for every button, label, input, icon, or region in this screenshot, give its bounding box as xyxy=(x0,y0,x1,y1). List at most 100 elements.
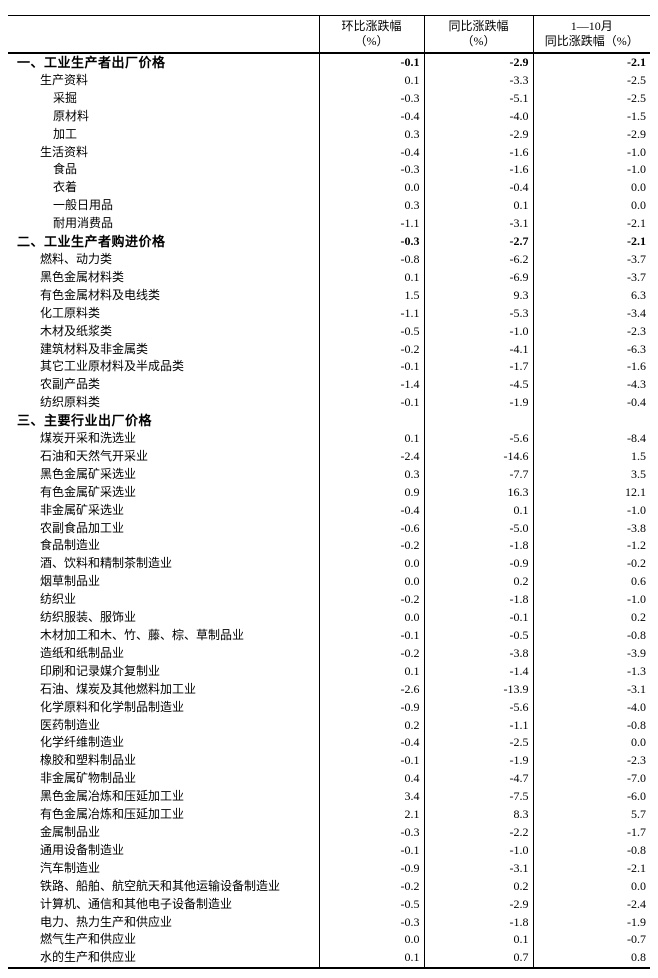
row-value-yoy xyxy=(423,412,533,431)
row-value-ytd: 0.0 xyxy=(532,179,650,198)
row-value-yoy: -2.2 xyxy=(423,823,533,842)
row-value-mom: -0.1 xyxy=(318,627,424,645)
row-value-ytd: -2.9 xyxy=(532,125,650,144)
row-value-yoy: -5.6 xyxy=(423,698,533,717)
row-value-yoy: -4.1 xyxy=(423,340,533,359)
table-row: 食品制造业 -0.2 -1.8 -1.2 xyxy=(8,537,650,556)
row-label: 医药制造业 xyxy=(40,717,101,732)
row-value-yoy: -1.6 xyxy=(423,143,533,162)
row-value-yoy: -3.8 xyxy=(423,644,533,663)
table-row: 黑色金属矿采选业 0.3 -7.7 3.5 xyxy=(8,465,650,484)
row-label: 通用设备制造业 xyxy=(40,842,125,857)
row-value-yoy: -2.9 xyxy=(423,53,533,72)
row-value-mom: -0.2 xyxy=(318,877,424,896)
row-value-ytd: 3.5 xyxy=(532,465,650,484)
row-label: 纺织服装、服饰业 xyxy=(40,610,137,625)
row-label: 农副食品加工业 xyxy=(40,520,125,535)
table-row: 燃气生产和供应业 0.0 0.1 -0.7 xyxy=(8,931,650,950)
table-row: 化学原料和化学制品制造业 -0.9 -5.6 -4.0 xyxy=(8,698,650,717)
row-value-mom: 0.1 xyxy=(318,268,424,287)
row-value-ytd: -0.8 xyxy=(532,841,650,860)
row-value-yoy: -2.9 xyxy=(423,895,533,914)
row-value-ytd: 12.1 xyxy=(532,483,650,502)
row-value-mom: -0.3 xyxy=(318,233,424,251)
row-value-yoy: -5.6 xyxy=(423,430,533,448)
row-value-yoy: -0.5 xyxy=(423,627,533,645)
row-value-yoy: 0.1 xyxy=(423,501,533,520)
row-label: 化学纤维制造业 xyxy=(40,735,125,750)
row-value-ytd: -3.9 xyxy=(532,644,650,663)
row-label: 造纸和纸制品业 xyxy=(40,645,125,660)
row-value-mom: -0.9 xyxy=(318,859,424,878)
row-label: 酒、饮料和精制茶制造业 xyxy=(40,556,173,571)
table-row: 石油、煤炭及其他燃料加工业 -2.6 -13.9 -3.1 xyxy=(8,680,650,699)
row-label: 二、工业生产者购进价格 xyxy=(17,234,166,250)
row-label: 一般日用品 xyxy=(53,198,114,213)
row-value-ytd: -0.2 xyxy=(532,555,650,574)
row-value-ytd: -4.0 xyxy=(532,698,650,717)
row-value-yoy: -4.5 xyxy=(423,376,533,395)
row-value-mom: -0.2 xyxy=(318,644,424,663)
ppi-price-table: 环比涨跌幅 （%） 同比涨跌幅 （%） 1—10月 同比涨跌幅（%） 一、工业生… xyxy=(8,15,650,970)
row-label: 电力、热力生产和供应业 xyxy=(40,914,173,929)
row-label: 原材料 xyxy=(53,108,90,123)
row-value-mom: 2.1 xyxy=(318,806,424,824)
row-label: 生活资料 xyxy=(40,144,89,159)
row-label: 黑色金属冶炼和压延加工业 xyxy=(40,789,185,804)
table-row: 三、主要行业出厂价格 xyxy=(8,412,650,431)
table-row: 建筑材料及非金属类 -0.2 -4.1 -6.3 xyxy=(8,340,650,359)
row-value-yoy: 0.1 xyxy=(423,931,533,950)
row-label: 采掘 xyxy=(53,90,78,105)
row-value-mom: -0.1 xyxy=(318,394,424,413)
row-value-ytd xyxy=(532,412,650,431)
row-value-ytd: -1.0 xyxy=(532,501,650,520)
row-label: 纺织原料类 xyxy=(40,395,101,410)
table-row: 有色金属矿采选业 0.9 16.3 12.1 xyxy=(8,483,650,502)
row-value-ytd: -3.1 xyxy=(532,680,650,699)
row-value-mom: 1.5 xyxy=(318,286,424,305)
row-value-mom: -0.2 xyxy=(318,340,424,359)
row-label: 燃气生产和供应业 xyxy=(40,932,137,947)
table-row: 一、工业生产者出厂价格 -0.1 -2.9 -2.1 xyxy=(8,53,650,72)
row-value-mom: -0.2 xyxy=(318,537,424,556)
row-value-mom: -0.3 xyxy=(318,913,424,932)
row-value-mom: -0.4 xyxy=(318,107,424,126)
row-label: 食品 xyxy=(53,162,78,177)
row-value-yoy: -1.8 xyxy=(423,913,533,932)
row-label: 衣着 xyxy=(53,180,78,195)
row-label: 加工 xyxy=(53,126,78,141)
row-label: 铁路、船舶、航空航天和其他运输设备制造业 xyxy=(40,878,281,893)
row-value-ytd: -2.1 xyxy=(532,215,650,234)
row-value-yoy: 0.2 xyxy=(423,877,533,896)
row-value-mom: -1.1 xyxy=(318,215,424,234)
table-row: 有色金属冶炼和压延加工业 2.1 8.3 5.7 xyxy=(8,806,650,824)
row-value-yoy: -5.3 xyxy=(423,304,533,323)
row-value-yoy: -1.9 xyxy=(423,394,533,413)
table-header-row: 环比涨跌幅 （%） 同比涨跌幅 （%） 1—10月 同比涨跌幅（%） xyxy=(8,15,650,54)
row-value-mom: 0.0 xyxy=(318,179,424,198)
row-value-yoy: -1.7 xyxy=(423,358,533,377)
row-value-mom: -2.4 xyxy=(318,447,424,466)
row-value-yoy: -3.1 xyxy=(423,215,533,234)
row-value-mom: -0.4 xyxy=(318,143,424,162)
row-label: 建筑材料及非金属类 xyxy=(40,341,149,356)
row-value-yoy: -7.5 xyxy=(423,788,533,807)
table-row: 印刷和记录媒介复制业 0.1 -1.4 -1.3 xyxy=(8,662,650,681)
row-value-mom: -0.9 xyxy=(318,698,424,717)
row-value-mom: 0.1 xyxy=(318,430,424,448)
table-row: 农副食品加工业 -0.6 -5.0 -3.8 xyxy=(8,519,650,538)
row-value-yoy: -6.2 xyxy=(423,250,533,269)
row-label: 有色金属矿采选业 xyxy=(40,484,137,499)
row-value-mom: 0.4 xyxy=(318,770,424,789)
row-label: 农副产品类 xyxy=(40,377,101,392)
table-row: 非金属矿物制品业 0.4 -4.7 -7.0 xyxy=(8,770,650,789)
row-value-ytd: -2.3 xyxy=(532,752,650,771)
row-value-yoy: -2.9 xyxy=(423,125,533,144)
row-value-mom: 0.0 xyxy=(318,931,424,950)
row-value-mom: 0.1 xyxy=(318,71,424,90)
table-row: 衣着 0.0 -0.4 0.0 xyxy=(8,179,650,198)
row-value-yoy: -0.4 xyxy=(423,179,533,198)
row-value-mom: -0.4 xyxy=(318,501,424,520)
table-row: 黑色金属材料类 0.1 -6.9 -3.7 xyxy=(8,268,650,287)
header-ytd-line2: 同比涨跌幅（%） xyxy=(544,34,639,48)
